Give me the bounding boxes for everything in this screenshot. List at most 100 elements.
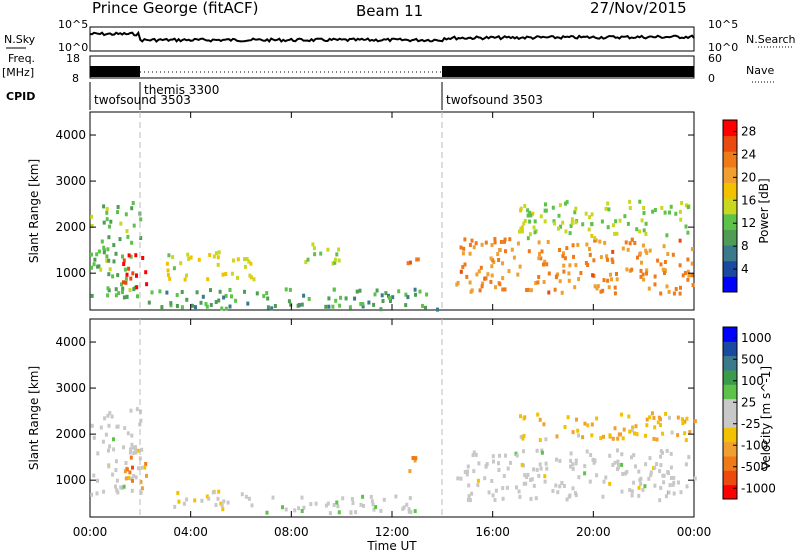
heatmap-cell	[662, 473, 666, 478]
heatmap-cell	[637, 493, 641, 498]
heatmap-cell	[515, 453, 519, 458]
heatmap-cell	[659, 291, 663, 296]
heatmap-cell	[372, 507, 376, 512]
heatmap-cell	[206, 277, 210, 282]
colorbar-segment	[723, 198, 737, 215]
colorbar-tick-label: 20	[741, 170, 756, 184]
heatmap-cell	[486, 272, 490, 277]
heatmap-cell	[634, 464, 637, 469]
heatmap-cell	[531, 211, 535, 216]
heatmap-cell	[476, 478, 480, 483]
heatmap-cell	[638, 199, 642, 204]
heatmap-cell	[200, 498, 204, 503]
heatmap-cell	[127, 253, 131, 258]
heatmap-cell	[307, 297, 311, 301]
x-tick-label: 08:00	[274, 525, 309, 539]
heatmap-cell	[687, 273, 691, 278]
heatmap-cell	[112, 259, 116, 264]
heatmap-cell	[472, 450, 476, 455]
x-tick-label: 00:00	[677, 525, 712, 539]
heatmap-cell	[662, 244, 666, 249]
heatmap-cell	[140, 486, 144, 491]
colorbar-segment	[723, 213, 737, 230]
colorbar-tick-label: -100	[741, 438, 768, 452]
heatmap-cell	[501, 496, 505, 501]
colorbar-tick-label: 500	[741, 352, 764, 366]
heatmap-cell	[528, 210, 532, 215]
heatmap-cell	[221, 272, 225, 277]
heatmap-cell	[604, 475, 608, 480]
nave-top-tick: 60	[708, 52, 722, 65]
heatmap-cell	[598, 239, 602, 244]
heatmap-cell	[628, 429, 632, 434]
heatmap-cell	[679, 217, 683, 222]
heatmap-cell	[102, 248, 106, 253]
station-title: Prince George (fitACF)	[92, 0, 258, 17]
heatmap-cell	[633, 431, 636, 436]
heatmap-cell	[370, 499, 374, 504]
heatmap-cell	[228, 288, 232, 292]
heatmap-cell	[115, 478, 119, 483]
heatmap-cell	[601, 494, 605, 499]
heatmap-cell	[102, 204, 106, 209]
velocity-panel: 1000 2000 3000 4000 Slant Range [km] 1000 50…	[27, 318, 776, 518]
heatmap-cell	[328, 511, 332, 516]
heatmap-cell	[95, 491, 99, 496]
heatmap-cell	[504, 453, 507, 458]
heatmap-cell	[639, 268, 643, 273]
heatmap-cell	[487, 490, 491, 495]
heatmap-cell	[653, 465, 657, 470]
heatmap-cell	[140, 447, 144, 452]
heatmap-cell	[404, 303, 408, 308]
heatmap-cell	[244, 494, 248, 499]
heatmap-cell	[496, 252, 500, 257]
y-tick-label: 3000	[55, 174, 86, 188]
heatmap-cell	[653, 208, 657, 212]
heatmap-cell	[494, 285, 497, 290]
heatmap-cell	[331, 261, 335, 266]
heatmap-cell	[102, 489, 106, 494]
heatmap-cell	[463, 262, 467, 267]
heatmap-cell	[621, 246, 625, 251]
heatmap-cell	[530, 477, 534, 482]
heatmap-cell	[134, 445, 137, 450]
heatmap-cell	[92, 435, 96, 440]
heatmap-cell	[128, 450, 132, 455]
heatmap-cell	[684, 462, 688, 467]
heatmap-cell	[570, 217, 574, 222]
heatmap-cell	[138, 456, 142, 461]
heatmap-cell	[588, 215, 592, 220]
heatmap-cell	[630, 489, 634, 494]
heatmap-cell	[630, 455, 633, 460]
heatmap-cell	[562, 269, 566, 274]
heatmap-cell	[380, 293, 384, 298]
heatmap-cell	[571, 462, 575, 467]
heatmap-cell	[116, 205, 120, 209]
colorbar-tick-label: 16	[741, 193, 756, 207]
heatmap-cell	[568, 493, 572, 498]
heatmap-cell	[591, 273, 595, 278]
heatmap-cell	[351, 501, 355, 506]
heatmap-cell	[129, 254, 133, 259]
heatmap-cell	[217, 250, 221, 255]
heatmap-cell	[459, 476, 463, 481]
heatmap-cell	[611, 436, 615, 441]
heatmap-cell	[624, 471, 627, 476]
heatmap-cell	[606, 201, 610, 206]
heatmap-cell	[362, 503, 366, 508]
heatmap-cell	[418, 289, 422, 294]
heatmap-cell	[266, 305, 270, 310]
heatmap-cell	[616, 459, 620, 464]
heatmap-cell	[522, 221, 526, 226]
heatmap-cell	[617, 432, 621, 437]
freq-unit: [MHz]	[2, 66, 34, 79]
heatmap-cell	[222, 499, 226, 504]
heatmap-cell	[407, 507, 411, 512]
heatmap-cell	[121, 254, 124, 259]
heatmap-cell	[518, 494, 522, 499]
heatmap-cell	[503, 287, 507, 292]
heatmap-cell	[93, 257, 97, 262]
heatmap-cell	[201, 294, 205, 299]
heatmap-cell	[359, 302, 363, 306]
colorbar-tick-label: 24	[741, 147, 756, 161]
